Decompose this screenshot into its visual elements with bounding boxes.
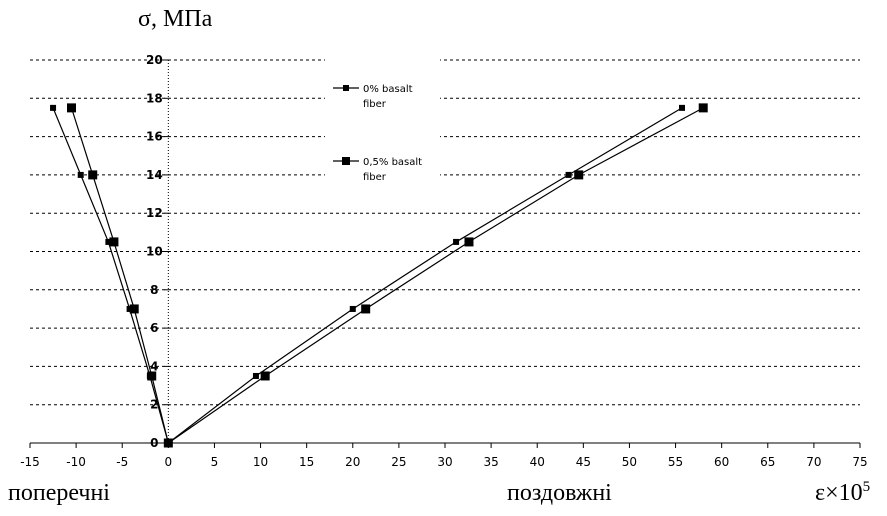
x-axis-label-longitudinal: поздовжні [507,480,612,506]
x-tick-label: 60 [714,455,729,469]
axes: -15 -10 -5 0 5 10 15 20 25 30 35 40 45 50 55 60 65 70 75 0 2… [20,53,867,469]
x-tick-label: 65 [760,455,775,469]
y-tick-label: 8 [150,283,158,297]
x-tick-label: 25 [391,455,406,469]
x-tick-label: 0 [165,455,173,469]
data-point [453,238,460,245]
x-tick-label: 5 [211,455,219,469]
legend-label: 0% basalt [363,84,413,95]
data-point [252,372,259,379]
y-tick-label: 14 [146,168,163,182]
data-point [679,104,686,111]
data-point [50,104,57,111]
y-tick-label: 18 [146,91,163,105]
data-point [129,304,139,314]
data-point [105,238,112,245]
grid [30,59,860,406]
data-point [574,170,584,180]
x-tick-label: 20 [345,455,360,469]
x-tick-label: 35 [483,455,498,469]
legend-marker [342,157,350,165]
data-point [698,103,708,113]
x-tick-label: -15 [20,455,40,469]
data-point [163,438,173,448]
x-tick-label: 70 [806,455,821,469]
series-2 [67,103,708,448]
data-point [67,103,76,113]
x-tick-label: -5 [116,455,128,469]
data-point [361,304,371,314]
data-point [109,237,119,247]
legend-label: fiber [363,172,387,183]
x-axis-label-strain-base: ε×10 [815,480,863,506]
x-tick-label: 75 [852,455,867,469]
legend-marker [343,85,349,91]
legend-label: 0,5% basalt [363,157,422,168]
x-axis-label-strain-exponent: 5 [862,479,871,495]
legend-box [325,40,440,192]
data-point [464,237,474,247]
y-tick-label: 4 [150,359,158,373]
x-tick-label: 10 [253,455,268,469]
y-tick-label: 2 [150,398,158,412]
x-tick-label: -10 [66,455,86,469]
x-tick-label: 30 [437,455,452,469]
x-axis-label-transverse: поперечні [8,480,110,506]
y-tick-label: 0 [150,436,158,450]
x-tick-label: 55 [668,455,683,469]
data-point [126,305,133,312]
y-tick-label: 6 [150,321,158,335]
x-tick-label: 50 [622,455,637,469]
series-layer [50,103,708,448]
x-tick-label: 15 [299,455,314,469]
data-point [565,171,572,178]
y-tick-label: 12 [146,206,163,220]
legend-label: fiber [363,99,387,110]
data-point [77,171,84,178]
data-point [88,170,98,180]
x-tick-label: 45 [576,455,591,469]
legend: 0% basalt fiber 0,5% basalt fiber [325,40,440,192]
y-tick-label: 10 [146,245,163,259]
y-tick-label: 20 [146,53,163,67]
x-tick-label: 40 [530,455,545,469]
x-axis-label-strain: ε×105 [815,479,870,507]
data-point [260,371,270,381]
y-tick-label: 16 [146,130,163,144]
data-point [147,371,157,381]
y-axis-label: σ, МПа [138,6,213,32]
data-point [349,305,356,312]
